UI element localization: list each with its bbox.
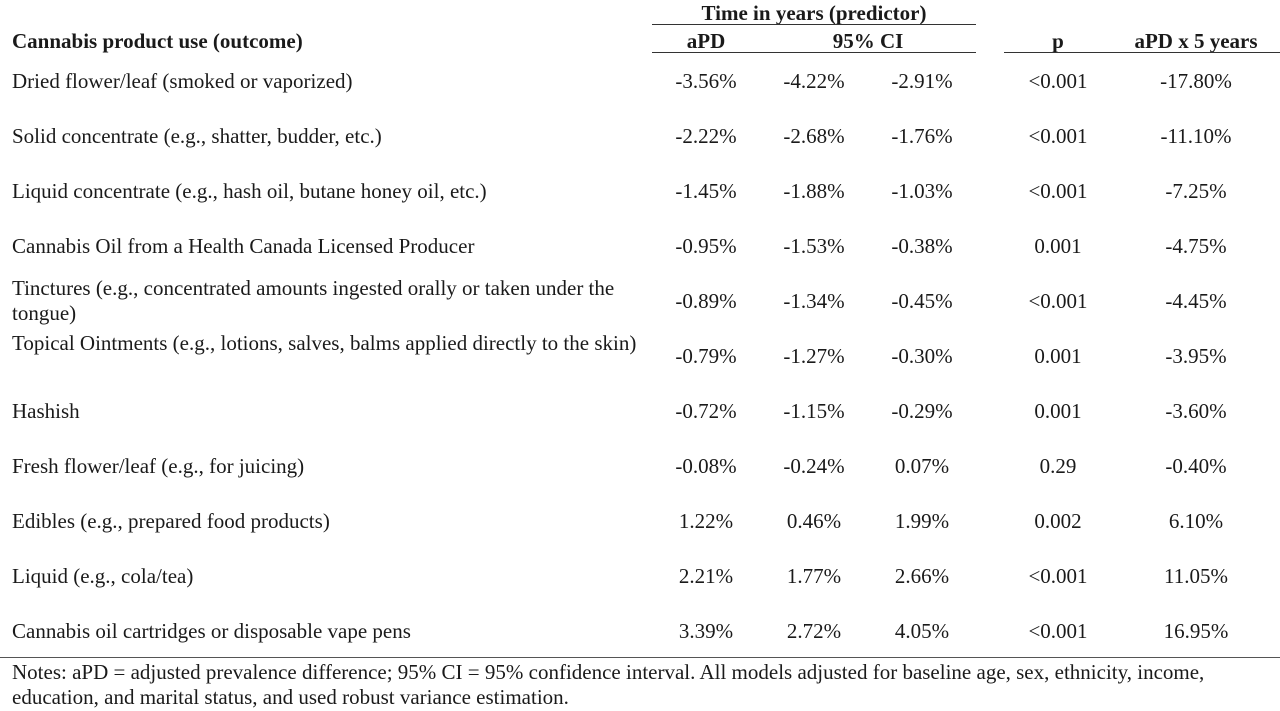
ci-high-cell: 4.05% — [894, 619, 950, 643]
apd-cell: -0.89% — [675, 289, 737, 313]
p-value-cell: <0.001 — [1028, 179, 1088, 203]
apd-cell: -0.95% — [675, 234, 737, 258]
apd-cell: -1.45% — [675, 179, 737, 203]
table-row: Liquid (e.g., cola/tea) 2.21% 1.77% 2.66… — [0, 550, 1280, 605]
row-label: Solid concentrate (e.g., shatter, budder… — [12, 124, 382, 148]
apd-cell: -2.22% — [675, 124, 737, 148]
ci-high-cell: -2.91% — [891, 69, 953, 93]
apd-5-years-cell: -4.45% — [1165, 289, 1227, 313]
ci-high-cell: -0.30% — [891, 344, 953, 368]
apd-5-years-cell: -0.40% — [1165, 454, 1227, 478]
row-label: Edibles (e.g., prepared food products) — [12, 509, 330, 533]
table-row: Fresh flower/leaf (e.g., for juicing) -0… — [0, 440, 1280, 495]
header-rule-predictor — [652, 52, 976, 53]
ci-high-cell: 0.07% — [894, 454, 950, 478]
table-row: Liquid concentrate (e.g., hash oil, buta… — [0, 165, 1280, 220]
table-row: Hashish -0.72% -1.15% -0.29% 0.001 -3.60… — [0, 385, 1280, 440]
ci-high-cell: 2.66% — [894, 564, 950, 588]
group-header-rule — [652, 24, 976, 25]
ci-low-cell: -2.68% — [783, 124, 845, 148]
apd-5-years-cell: -11.10% — [1160, 124, 1232, 148]
outcome-column-header: Cannabis product use (outcome) — [12, 29, 303, 53]
p-value-cell: 0.002 — [1034, 509, 1082, 533]
table-bottom-rule — [0, 657, 1280, 658]
apd-5-years-cell: -4.75% — [1165, 234, 1227, 258]
ci-low-cell: -4.22% — [783, 69, 845, 93]
p-value-cell: <0.001 — [1028, 619, 1088, 643]
apd-cell: -3.56% — [675, 69, 737, 93]
ci-high-cell: -1.76% — [891, 124, 953, 148]
table-row: Tinctures (e.g., concentrated amounts in… — [0, 275, 1280, 330]
apd-5-years-cell: -17.80% — [1160, 69, 1232, 93]
ci-low-cell: -1.53% — [783, 234, 845, 258]
p-value-cell: 0.29 — [1039, 454, 1077, 478]
p-column-header: p — [1052, 29, 1064, 53]
apd-5-years-cell: -3.60% — [1165, 399, 1227, 423]
ci-low-cell: -1.15% — [783, 399, 845, 423]
ci-high-cell: -0.45% — [891, 289, 953, 313]
row-label: Liquid (e.g., cola/tea) — [12, 564, 194, 588]
ci-high-cell: -1.03% — [891, 179, 953, 203]
apd-5-years-cell: 16.95% — [1163, 619, 1229, 643]
apd-5-years-cell: -3.95% — [1165, 344, 1227, 368]
apd-cell: -0.79% — [675, 344, 737, 368]
ci-low-cell: 0.46% — [786, 509, 842, 533]
row-label: Hashish — [12, 399, 80, 423]
table-row: Dried flower/leaf (smoked or vaporized) … — [0, 55, 1280, 110]
row-label: Cannabis Oil from a Health Canada Licens… — [12, 234, 475, 258]
apd-cell: -0.08% — [675, 454, 737, 478]
p-value-cell: 0.001 — [1034, 399, 1082, 423]
row-label: Topical Ointments (e.g., lotions, salves… — [12, 331, 637, 355]
table-row: Cannabis oil cartridges or disposable va… — [0, 605, 1280, 660]
table-notes: Notes: aPD = adjusted prevalence differe… — [12, 660, 1205, 709]
p-value-cell: <0.001 — [1028, 124, 1088, 148]
p-value-cell: 0.001 — [1034, 234, 1082, 258]
ci-high-cell: -0.38% — [891, 234, 953, 258]
apd-5-years-column-header: aPD x 5 years — [1134, 29, 1258, 53]
apd-5-years-cell: -7.25% — [1165, 179, 1227, 203]
row-label: Dried flower/leaf (smoked or vaporized) — [12, 69, 353, 93]
apd-column-header: aPD — [686, 29, 726, 53]
p-value-cell: <0.001 — [1028, 564, 1088, 588]
apd-5-years-cell: 11.05% — [1164, 564, 1228, 588]
apd-cell: -0.72% — [675, 399, 737, 423]
predictor-group-header: Time in years (predictor) — [701, 1, 927, 25]
ci-high-cell: 1.99% — [894, 509, 950, 533]
ci-low-cell: -1.34% — [783, 289, 845, 313]
ci-low-cell: -0.24% — [783, 454, 845, 478]
apd-cell: 3.39% — [678, 619, 734, 643]
row-label: Tinctures (e.g., concentrated amounts in… — [12, 276, 615, 325]
header-rule-p — [1004, 52, 1280, 53]
p-value-cell: <0.001 — [1028, 289, 1088, 313]
table-row: Solid concentrate (e.g., shatter, budder… — [0, 110, 1280, 165]
ci-low-cell: -1.27% — [783, 344, 845, 368]
table-row: Cannabis Oil from a Health Canada Licens… — [0, 220, 1280, 275]
table-row: Edibles (e.g., prepared food products) 1… — [0, 495, 1280, 550]
apd-cell: 2.21% — [678, 564, 734, 588]
ci-low-cell: 2.72% — [786, 619, 842, 643]
ci-low-cell: 1.77% — [786, 564, 842, 588]
p-value-cell: 0.001 — [1034, 344, 1082, 368]
row-label: Liquid concentrate (e.g., hash oil, buta… — [12, 179, 487, 203]
row-label: Fresh flower/leaf (e.g., for juicing) — [12, 454, 305, 478]
apd-5-years-cell: 6.10% — [1168, 509, 1224, 533]
apd-cell: 1.22% — [678, 509, 734, 533]
row-label: Cannabis oil cartridges or disposable va… — [12, 619, 411, 643]
ci-high-cell: -0.29% — [891, 399, 953, 423]
p-value-cell: <0.001 — [1028, 69, 1088, 93]
ci-low-cell: -1.88% — [783, 179, 845, 203]
table-row: Topical Ointments (e.g., lotions, salves… — [0, 330, 1280, 385]
ci-column-header: 95% CI — [832, 29, 904, 53]
